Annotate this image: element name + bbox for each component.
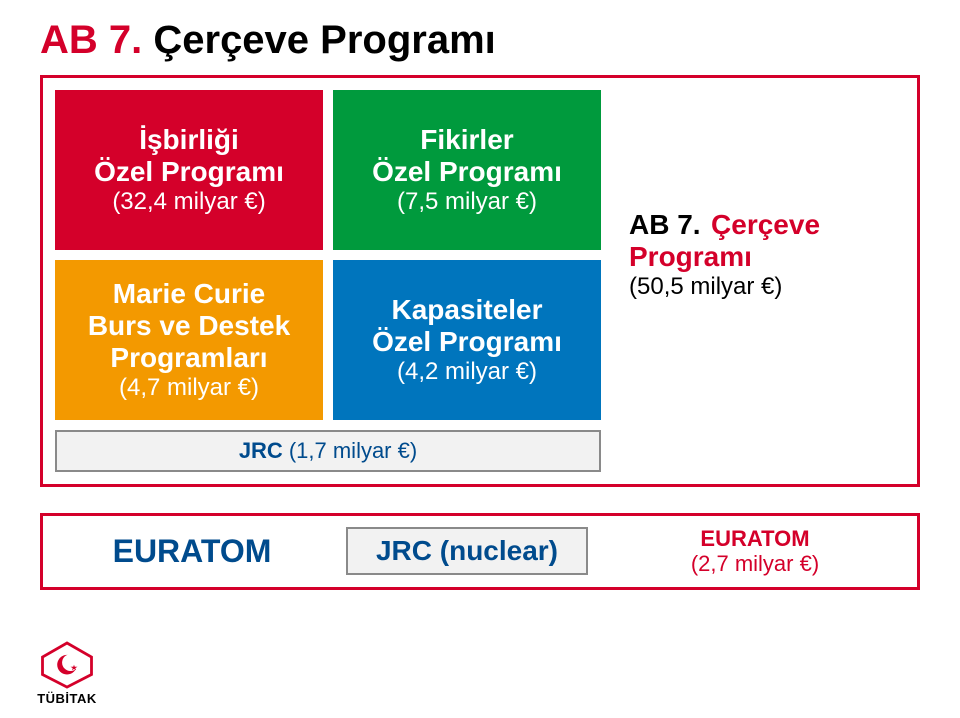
tubitak-caption: TÜBİTAK [22,691,112,706]
title-part-1: AB 7. [40,18,142,62]
main-frame: İşbirliği Özel Programı (32,4 milyar €) … [40,75,920,487]
column-right: AB 7. Çerçeve Programı (50,5 milyar €) [611,90,905,420]
box-line: Marie Curie [113,278,266,310]
summary-label: AB 7. Çerçeve Programı (50,5 milyar €) [611,90,905,420]
jrc-sub: (1,7 milyar €) [289,438,417,464]
euratom2-line2: (2,7 milyar €) [691,551,819,576]
jrc-row: JRC (1,7 milyar €) [55,430,905,472]
jrc-label: JRC [239,438,283,464]
box-sub: (32,4 milyar €) [112,188,265,216]
box-kapasiteler: Kapasiteler Özel Programı (4,2 milyar €) [333,260,601,420]
box-sub: (7,5 milyar €) [397,188,537,216]
summary-line-2: Programı [629,241,752,273]
tubitak-logo-icon [32,639,102,689]
box-line: Burs ve Destek [88,310,290,342]
grid: İşbirliği Özel Programı (32,4 milyar €) … [55,90,905,420]
euratom2-line1: EURATOM [700,526,809,551]
box-fikirler: Fikirler Özel Programı (7,5 milyar €) [333,90,601,250]
column-middle: Fikirler Özel Programı (7,5 milyar €) Ka… [333,90,601,420]
summary-line-1: AB 7. Çerçeve [629,209,820,241]
tubitak-logo: TÜBİTAK [22,639,112,706]
title-part-2: Çerçeve Programı [142,18,496,62]
jrc-nuclear-wrap: JRC (nuclear) [327,527,607,575]
box-marie-curie: Marie Curie Burs ve Destek Programları (… [55,260,323,420]
box-line: Fikirler [420,124,513,156]
box-line: Özel Programı [372,156,562,188]
summary-sub: (50,5 milyar €) [629,273,782,301]
lower-frame: EURATOM JRC (nuclear) EURATOM (2,7 milya… [40,513,920,590]
box-line: Programları [110,342,267,374]
box-isbirligi: İşbirliği Özel Programı (32,4 milyar €) [55,90,323,250]
box-jrc: JRC (1,7 milyar €) [55,430,601,472]
slide: AB 7. Çerçeve Programı İşbirliği Özel Pr… [0,0,960,718]
box-line: Özel Programı [372,326,562,358]
box-jrc-nuclear: JRC (nuclear) [346,527,588,575]
column-left: İşbirliği Özel Programı (32,4 milyar €) … [55,90,323,420]
box-line: İşbirliği [139,124,239,156]
euratom-label: EURATOM [57,533,327,570]
page-title: AB 7. Çerçeve Programı [40,18,920,63]
euratom-budget: EURATOM (2,7 milyar €) [607,526,903,577]
box-line: Kapasiteler [392,294,543,326]
box-sub: (4,2 milyar €) [397,358,537,386]
box-line: Özel Programı [94,156,284,188]
box-sub: (4,7 milyar €) [119,374,259,402]
